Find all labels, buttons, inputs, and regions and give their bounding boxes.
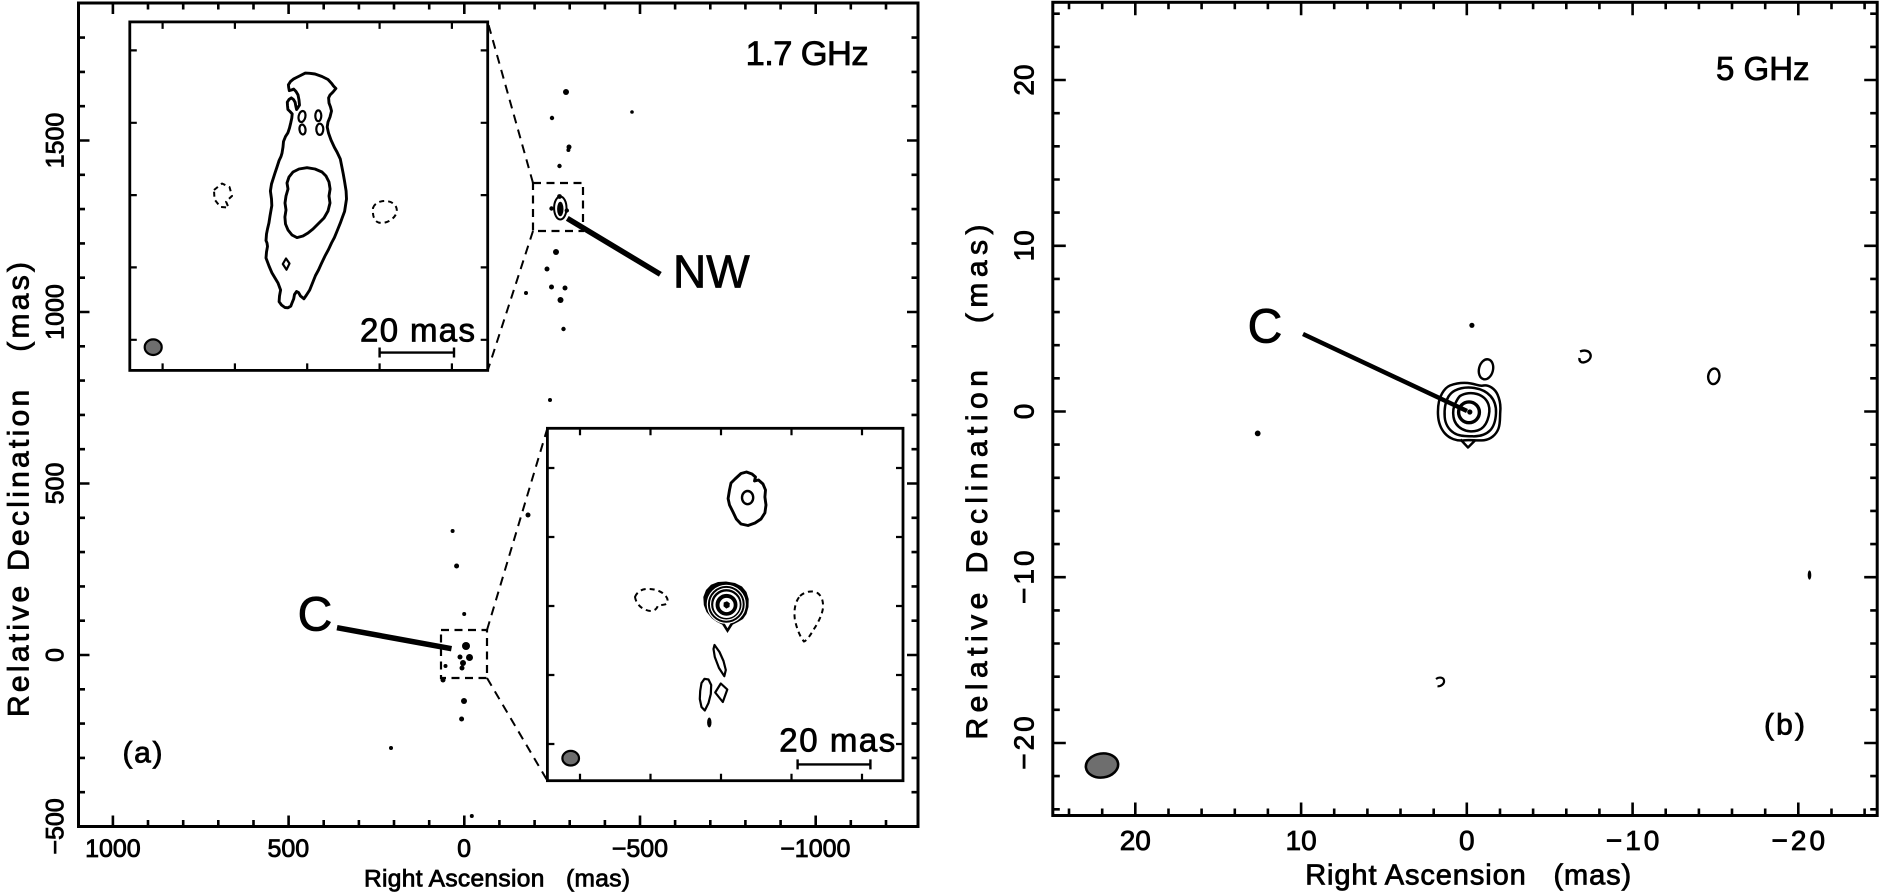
svg-text:500: 500 xyxy=(42,463,70,505)
svg-text:C: C xyxy=(1248,301,1283,354)
svg-text:500: 500 xyxy=(267,835,309,863)
svg-text:−1000: −1000 xyxy=(780,835,850,863)
svg-text:0: 0 xyxy=(457,835,471,863)
svg-text:0: 0 xyxy=(42,648,70,662)
svg-text:Right Ascension (mas): Right Ascension (mas) xyxy=(1305,860,1631,892)
svg-text:(b): (b) xyxy=(1764,709,1805,742)
svg-text:−10: −10 xyxy=(1606,825,1660,856)
svg-text:0: 0 xyxy=(1009,404,1040,420)
svg-text:(a): (a) xyxy=(123,737,163,770)
svg-text:5 GHz: 5 GHz xyxy=(1716,50,1810,87)
svg-text:1000: 1000 xyxy=(85,835,141,863)
svg-text:20 mas: 20 mas xyxy=(360,312,475,349)
svg-text:10: 10 xyxy=(1286,825,1317,856)
svg-text:C: C xyxy=(298,589,333,642)
svg-text:NW: NW xyxy=(673,246,750,298)
svg-text:−10: −10 xyxy=(1009,550,1040,604)
svg-text:1.7 GHz: 1.7 GHz xyxy=(746,35,869,73)
svg-text:−20: −20 xyxy=(1009,716,1040,770)
svg-text:20: 20 xyxy=(1009,64,1040,95)
svg-text:1500: 1500 xyxy=(42,113,70,169)
svg-text:Right Ascension (mas): Right Ascension (mas) xyxy=(364,866,630,893)
svg-text:10: 10 xyxy=(1009,230,1040,261)
svg-text:−20: −20 xyxy=(1772,825,1826,856)
svg-text:−500: −500 xyxy=(612,835,668,863)
svg-text:1000: 1000 xyxy=(42,284,70,340)
svg-text:20 mas: 20 mas xyxy=(779,722,895,759)
svg-text:−500: −500 xyxy=(42,798,70,854)
svg-text:20: 20 xyxy=(1120,825,1151,856)
svg-text:0: 0 xyxy=(1459,825,1475,856)
